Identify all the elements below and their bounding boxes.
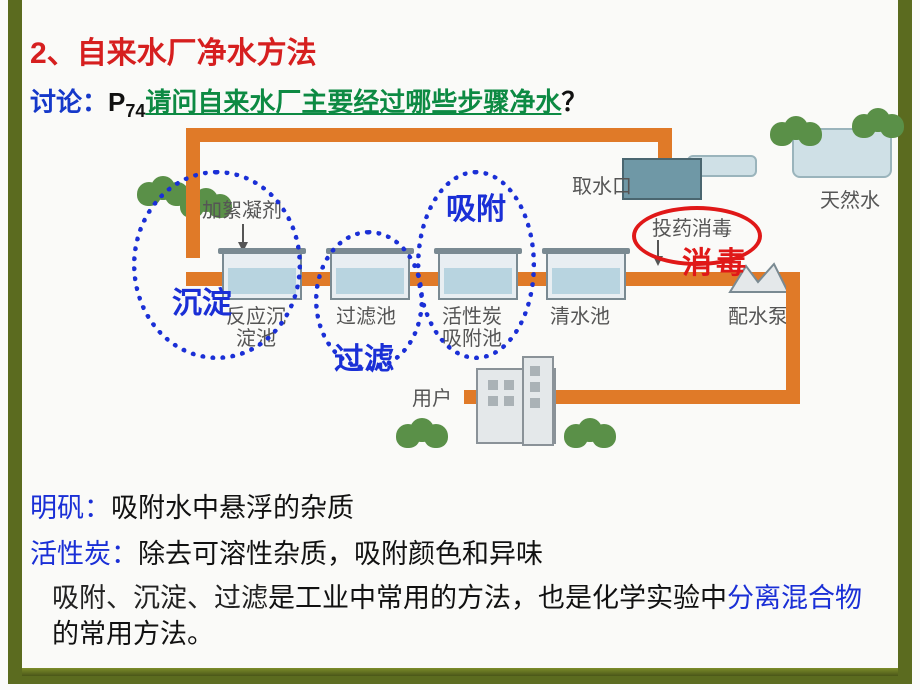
page-ref-num: 74 [125, 101, 145, 121]
alum-label: 明矾： [30, 493, 111, 523]
carbon-label: 活性炭： [30, 539, 138, 569]
pipe-segment [196, 128, 672, 142]
annot-disinfect: 消毒 [682, 238, 750, 282]
discuss-question: 请问自来水厂主要经过哪些步骤净水 [145, 87, 561, 117]
annot-adsorb: 吸附 [446, 184, 506, 228]
dotted-ellipse-sediment [132, 170, 302, 360]
summary-d: 的常用方法。 [52, 619, 214, 649]
title-text: 自来水厂净水方法 [77, 37, 317, 70]
title-number: 2、 [30, 37, 77, 70]
natural-water-label: 天然水 [820, 190, 880, 212]
annot-filter: 过滤 [334, 334, 394, 378]
alum-desc: 吸附水中悬浮的杂质 [111, 493, 354, 523]
summary-line: 吸附、沉淀、过滤是工业中常用的方法，也是化学实验中分离混合物的常用方法。 [52, 580, 872, 653]
summary-b: 是工业中常用的方法，也是化学实验中 [268, 583, 727, 613]
page-ref-p: P [108, 87, 125, 117]
bush-icon [852, 110, 912, 136]
bush-icon [770, 118, 830, 144]
question-mark: ？ [561, 87, 587, 117]
intake-label: 取水口 [572, 176, 632, 198]
discussion-line: 讨论：P74请问自来水厂主要经过哪些步骤净水？ [30, 82, 587, 122]
pipe-segment [786, 272, 800, 402]
slide-frame: 2、自来水厂净水方法 讨论：P74请问自来水厂主要经过哪些步骤净水？ 取水口 天… [8, 0, 912, 684]
water-process-diagram: 取水口 天然水 加絮凝剂 投药消毒 反应沉 淀池 过滤池 活性炭 吸附池 清水池… [92, 120, 892, 440]
intake-tank [622, 158, 702, 200]
user-building-icon [476, 368, 556, 444]
annot-sediment: 沉淀 [172, 278, 232, 322]
clear-pool-label: 清水池 [550, 306, 610, 328]
bush-icon [564, 420, 624, 446]
section-title: 2、自来水厂净水方法 [30, 28, 317, 72]
summary-c: 分离混合物 [727, 583, 862, 613]
bush-icon [396, 420, 456, 446]
carbon-desc: 除去可溶性杂质，吸附颜色和异味 [138, 539, 543, 569]
discuss-label: 讨论： [30, 87, 108, 117]
clear-water-tank [546, 252, 626, 300]
carbon-line: 活性炭：除去可溶性杂质，吸附颜色和异味 [30, 536, 543, 572]
pump-label: 配水泵 [728, 306, 788, 328]
summary-a: 吸附、沉淀、过滤 [52, 583, 268, 613]
alum-line: 明矾：吸附水中悬浮的杂质 [30, 490, 354, 526]
bottom-gradient-bar [22, 668, 898, 676]
user-label: 用户 [412, 388, 452, 410]
pipe-segment [658, 128, 672, 162]
